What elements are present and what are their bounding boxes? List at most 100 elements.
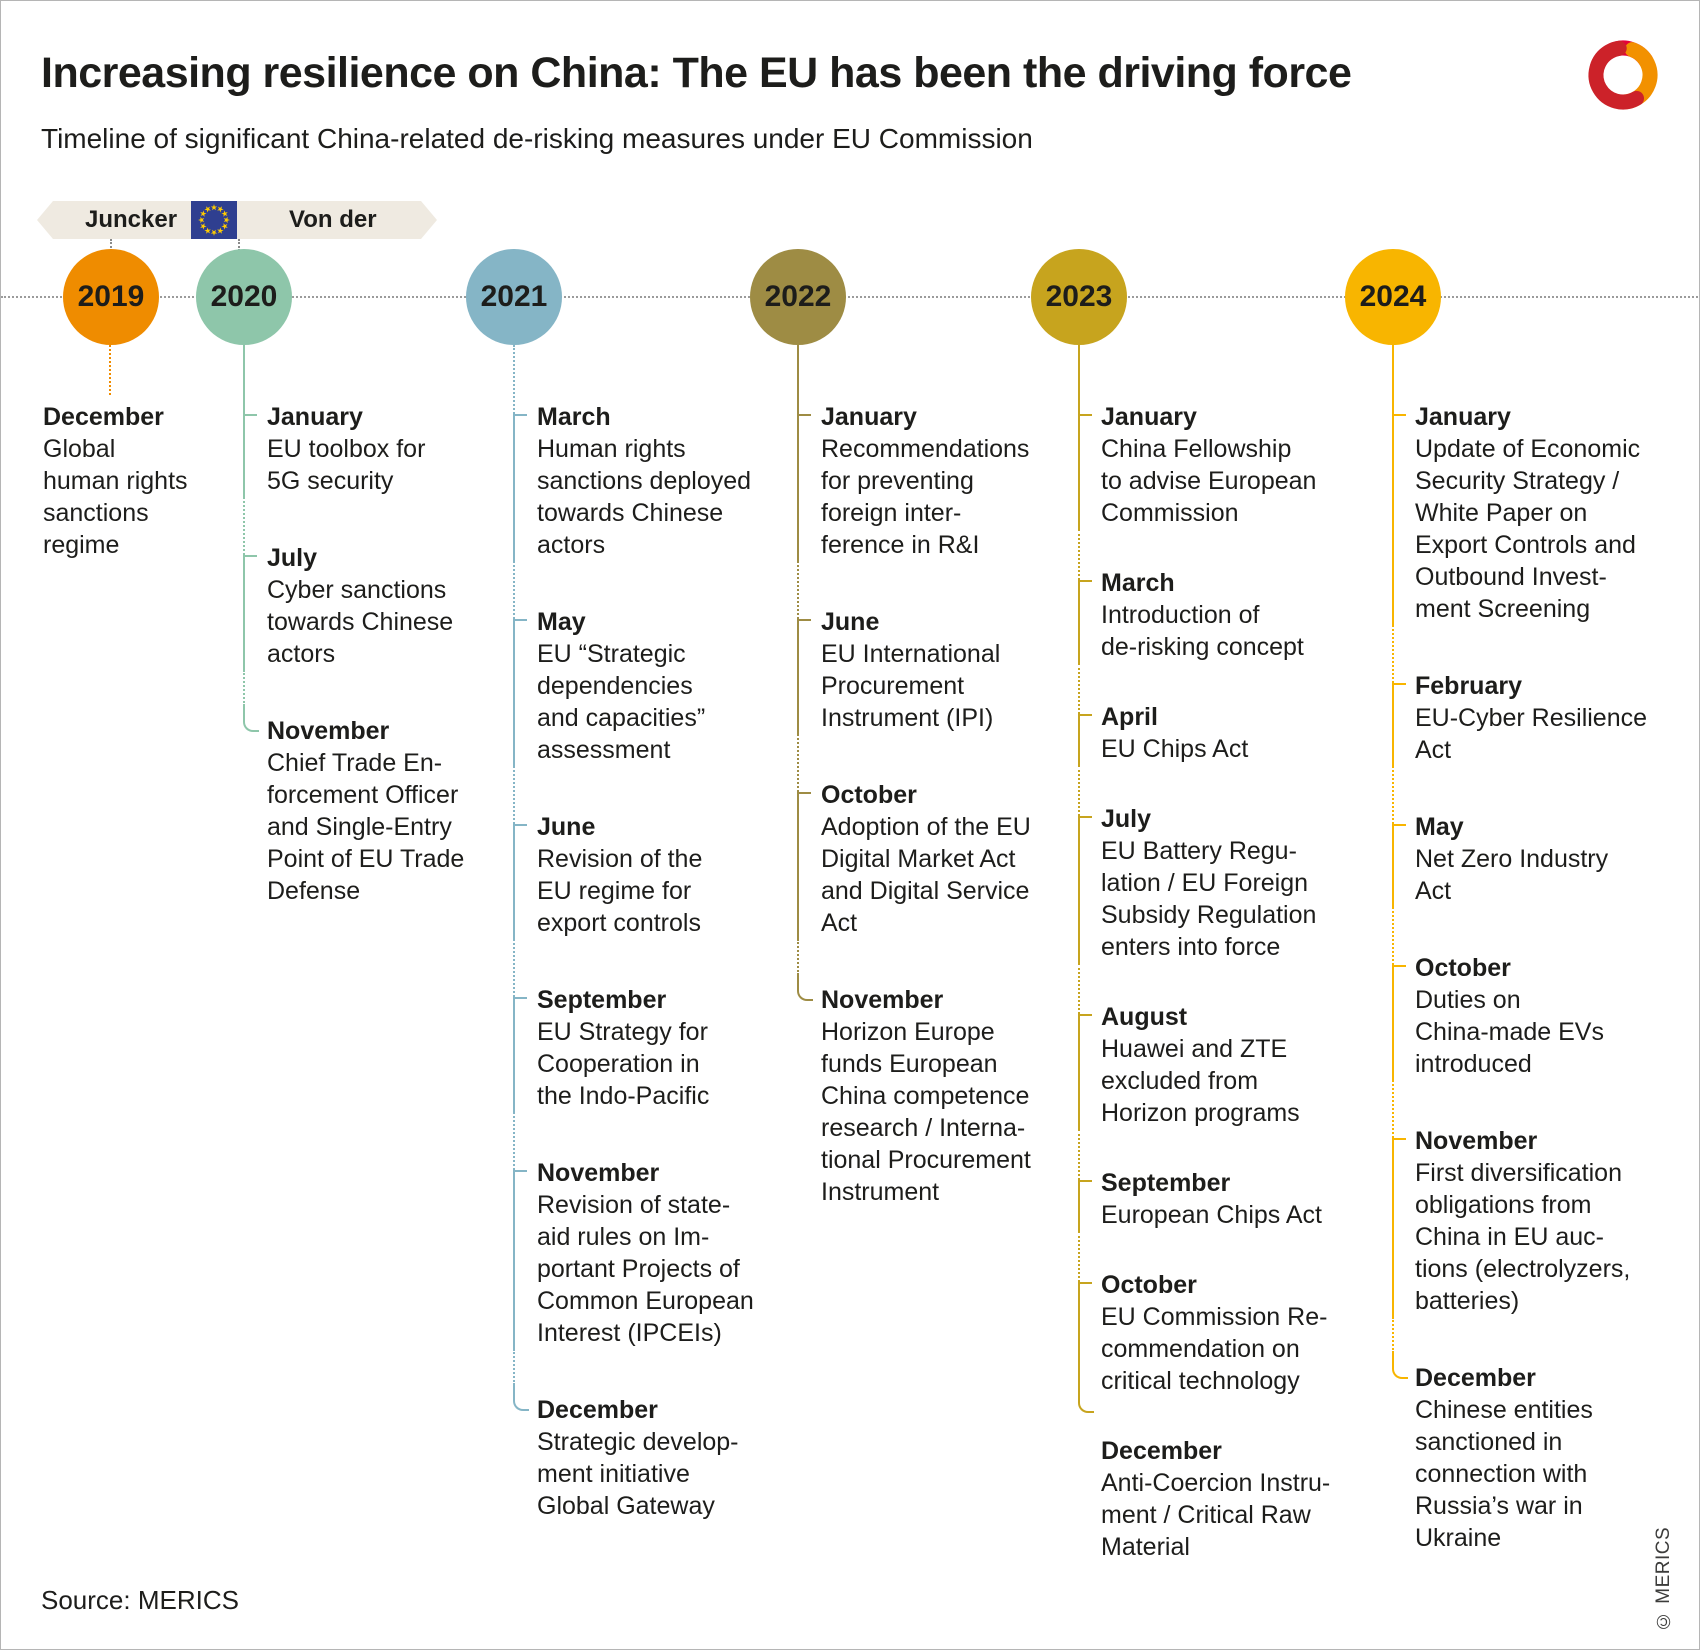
- line-segment: [1392, 965, 1394, 1080]
- tick-mark: [514, 619, 527, 621]
- line-segment: [1392, 907, 1394, 965]
- timeline-entry: November Revision of state- aid rules on…: [537, 1157, 754, 1349]
- entry-text: Strategic develop- ment initiative Globa…: [537, 1428, 739, 1520]
- line-segment: [513, 997, 515, 1112]
- entry-month: February: [1415, 672, 1522, 700]
- entry-text: China Fellowship to advise European Comm…: [1101, 435, 1317, 527]
- entry-text: Chief Trade En- forcement Officer and Si…: [267, 749, 465, 905]
- line-segment: [513, 619, 515, 766]
- year-circle-2020: 2020: [196, 249, 292, 345]
- entry-month: January: [1101, 403, 1197, 431]
- tick-mark: [514, 824, 527, 826]
- tick-mark: [1079, 816, 1092, 818]
- year-label: 2022: [764, 280, 832, 313]
- entry-text: Duties on China-made EVs introduced: [1415, 986, 1604, 1078]
- entry-month: November: [267, 717, 390, 745]
- entry-month: September: [537, 986, 667, 1014]
- tick-mark: [1079, 1014, 1092, 1016]
- line-segment: [1078, 345, 1080, 529]
- line-segment: [513, 414, 515, 561]
- timeline-entry: October Duties on China-made EVs introdu…: [1415, 952, 1604, 1080]
- line-segment: [513, 824, 515, 939]
- entry-month: October: [821, 781, 917, 809]
- line-segment: [513, 345, 515, 414]
- line-corner: [797, 975, 813, 1001]
- timeline-axis: [1, 296, 1699, 298]
- source-note: Source: MERICS: [41, 1585, 239, 1615]
- line-segment: [1078, 963, 1080, 1014]
- line-segment: [1078, 1180, 1080, 1231]
- line-segment: [1078, 663, 1080, 714]
- timeline-entry: March Human rights sanctions deployed to…: [537, 401, 751, 561]
- line-segment: [1078, 1014, 1080, 1129]
- entry-month: January: [1415, 403, 1511, 431]
- entry-month: November: [1415, 1127, 1538, 1155]
- year-label: 2021: [480, 280, 548, 313]
- entry-text: EU Commission Re- commendation on critic…: [1101, 1303, 1328, 1395]
- tick-mark: [1079, 1282, 1092, 1284]
- entry-text: Huawei and ZTE excluded from Horizon pro…: [1101, 1035, 1300, 1127]
- timeline-entry: March Introduction of de-risking concept: [1101, 567, 1304, 663]
- entry-text: European Chips Act: [1101, 1201, 1322, 1229]
- page-subtitle: Timeline of significant China-related de…: [41, 123, 1033, 154]
- entry-text: Chinese entities sanctioned in connectio…: [1415, 1396, 1593, 1552]
- timeline-entry: December Strategic develop- ment initiat…: [537, 1394, 739, 1522]
- entry-month: December: [1415, 1364, 1536, 1392]
- entry-text: Introduction of de-risking concept: [1101, 601, 1304, 661]
- tick-mark: [514, 414, 527, 416]
- timeline-entry: January Recommendations for preventing f…: [821, 401, 1029, 561]
- column-2023: January China Fellowship to advise Europ…: [1101, 1, 1356, 1649]
- tick-mark: [1393, 824, 1406, 826]
- line-segment: [109, 345, 111, 395]
- line-corner: [1392, 1353, 1408, 1379]
- line-segment: [1078, 580, 1080, 663]
- entry-month: October: [1101, 1271, 1197, 1299]
- year-label: 2023: [1045, 280, 1113, 313]
- entry-month: March: [537, 403, 611, 431]
- column-2022: January Recommendations for preventing f…: [821, 1, 1071, 1649]
- year-circle-2019: 2019: [63, 249, 159, 345]
- timeline-entry: April EU Chips Act: [1101, 701, 1248, 765]
- line-segment: [1392, 683, 1394, 766]
- year-label: 2019: [77, 280, 145, 313]
- line-segment: [1078, 714, 1080, 765]
- line-segment: [513, 1170, 515, 1349]
- line-segment: [1392, 1317, 1394, 1353]
- timeline-entry: December Anti-Coercion Instru- ment / Cr…: [1101, 1435, 1330, 1563]
- entry-text: EU Chips Act: [1101, 735, 1249, 763]
- banner-label-juncker: Juncker: [85, 206, 178, 233]
- column-2021: March Human rights sanctions deployed to…: [537, 1, 787, 1649]
- line-segment: [797, 939, 799, 975]
- line-segment: [1392, 625, 1394, 683]
- line-segment: [1392, 345, 1394, 625]
- year-circle-2021: 2021: [466, 249, 562, 345]
- entry-month: July: [267, 544, 318, 572]
- entry-month: December: [43, 403, 164, 431]
- line-segment: [1078, 529, 1080, 580]
- line-segment: [797, 345, 799, 561]
- entry-month: January: [821, 403, 917, 431]
- timeline-entry: January EU toolbox for 5G security: [267, 401, 425, 497]
- entry-month: July: [1101, 805, 1152, 833]
- timeline-entry: November Chief Trade En- forcement Offic…: [267, 715, 464, 907]
- timeline-entry: May EU “Strategic dependencies and capac…: [537, 606, 705, 766]
- entry-text: EU Strategy for Cooperation in the Indo-…: [537, 1018, 710, 1110]
- tick-mark: [244, 414, 257, 416]
- tick-mark: [1393, 414, 1406, 416]
- line-segment: [243, 345, 245, 497]
- tick-mark: [514, 1170, 527, 1172]
- merics-logo-icon: [1588, 40, 1658, 110]
- page-title: Increasing resilience on China: The EU h…: [41, 49, 1352, 97]
- line-segment: [513, 1349, 515, 1385]
- year-circle-2022: 2022: [750, 249, 846, 345]
- entry-month: March: [1101, 569, 1175, 597]
- line-segment: [1392, 1080, 1394, 1138]
- entry-text: EU Battery Regu- lation / EU Foreign Sub…: [1101, 837, 1317, 961]
- entry-month: September: [1101, 1169, 1231, 1197]
- tick-mark: [1079, 414, 1092, 416]
- line-segment: [1078, 816, 1080, 963]
- entry-month: June: [821, 608, 880, 636]
- line-segment: [797, 734, 799, 792]
- entry-month: May: [537, 608, 586, 636]
- line-corner: [1078, 1387, 1094, 1413]
